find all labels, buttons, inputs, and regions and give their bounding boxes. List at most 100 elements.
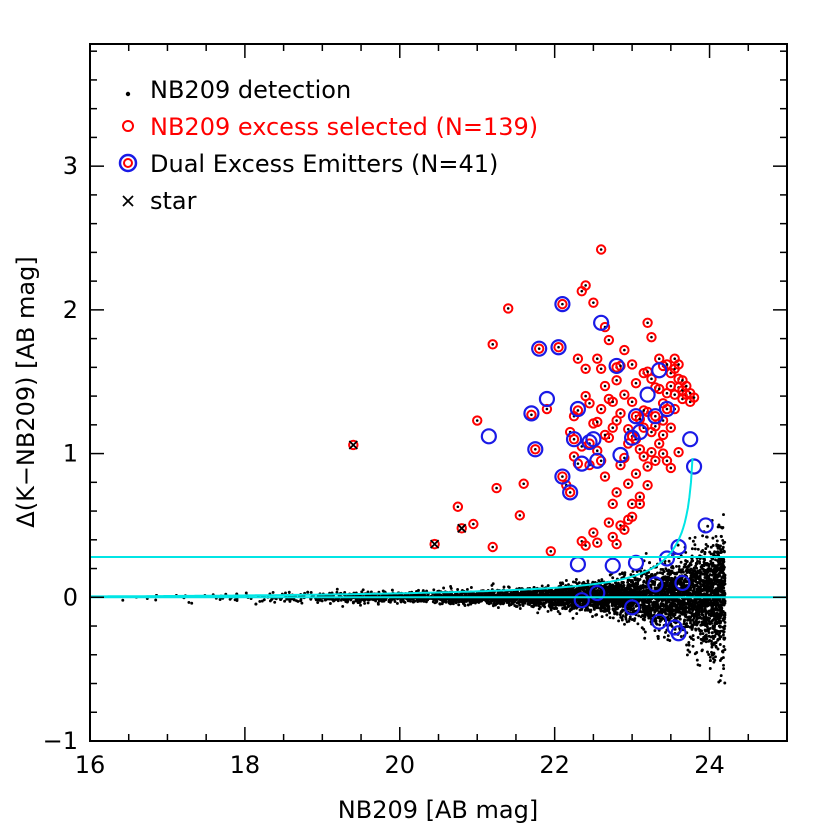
detection-point	[694, 564, 698, 568]
detection-point	[682, 619, 686, 623]
detection-point	[699, 632, 702, 636]
detection-point	[610, 603, 614, 607]
detection-point	[707, 612, 711, 616]
detection-point	[701, 602, 705, 606]
detection-point	[648, 607, 652, 611]
detection-point	[644, 591, 648, 595]
detection-point	[679, 602, 683, 606]
detection-point	[667, 598, 671, 602]
detection-point	[534, 593, 538, 597]
detection-point	[496, 606, 500, 610]
detection-point	[700, 610, 704, 614]
detection-point	[701, 632, 705, 636]
detection-point	[432, 588, 436, 592]
detection-point	[438, 602, 442, 606]
detection-point	[702, 586, 706, 590]
detection-point	[532, 601, 536, 605]
detection-point	[691, 611, 694, 615]
detection-point	[454, 601, 458, 605]
detection-point	[620, 571, 624, 575]
detection-point	[539, 592, 543, 596]
detection-point	[536, 611, 540, 615]
detection-point	[690, 567, 693, 571]
detection-point	[607, 601, 610, 605]
detection-point	[617, 598, 621, 602]
detection-point	[228, 597, 232, 601]
detection-point	[662, 605, 666, 608]
detection-point	[621, 614, 625, 618]
detection-point	[690, 559, 694, 563]
detection-point	[666, 638, 670, 642]
detection-point	[558, 581, 562, 585]
detection-point	[648, 604, 651, 607]
detection-point	[706, 544, 710, 548]
detection-point	[619, 592, 623, 596]
detection-point	[356, 601, 360, 605]
detection-point	[703, 634, 707, 638]
detection-point	[698, 568, 702, 572]
detection-point	[502, 585, 506, 589]
detection-point	[574, 605, 578, 609]
detection-point	[642, 591, 646, 595]
detection-point	[549, 589, 553, 593]
detection-point	[641, 586, 645, 590]
detection-point	[653, 602, 657, 606]
detection-point	[591, 604, 595, 608]
detection-point	[631, 608, 635, 612]
detection-point	[689, 621, 692, 625]
detection-point	[719, 674, 723, 678]
detection-point	[690, 598, 693, 602]
detection-point	[674, 598, 678, 602]
detection-point	[714, 534, 718, 538]
detection-point	[721, 650, 725, 654]
detection-point	[605, 613, 609, 617]
detection-point	[492, 602, 496, 606]
detection-point	[684, 579, 688, 583]
detection-point	[479, 599, 483, 603]
detection-point	[688, 536, 692, 540]
detection-point	[696, 547, 700, 551]
detection-point	[700, 564, 704, 568]
detection-point	[718, 571, 722, 574]
detection-point	[723, 620, 727, 624]
detection-point	[561, 607, 565, 610]
detection-point	[549, 601, 552, 605]
detection-point	[643, 584, 647, 588]
detection-point	[638, 577, 642, 581]
detection-point	[691, 609, 695, 613]
detection-point	[320, 599, 324, 603]
detection-point	[518, 603, 522, 607]
detection-point	[713, 634, 717, 638]
detection-point	[635, 590, 639, 594]
detection-point	[716, 638, 720, 642]
detection-point	[688, 650, 692, 654]
detection-point	[631, 589, 635, 593]
detection-point	[352, 600, 355, 604]
detection-point	[540, 584, 544, 588]
detection-point	[591, 615, 594, 618]
detection-point	[693, 622, 697, 626]
detection-point	[366, 601, 370, 605]
detection-point	[622, 575, 626, 579]
detection-point	[720, 584, 724, 587]
detection-point	[687, 643, 691, 647]
detection-point	[695, 566, 699, 570]
detection-point	[679, 560, 683, 564]
detection-point	[594, 605, 598, 609]
detection-point	[507, 601, 511, 604]
detection-point	[624, 613, 628, 617]
detection-point	[558, 612, 562, 616]
detection-point	[546, 584, 550, 588]
detection-point	[244, 591, 248, 595]
detection-point	[662, 635, 666, 639]
detection-point	[631, 569, 635, 573]
detection-point	[664, 630, 667, 634]
detection-point	[550, 593, 553, 597]
detection-point	[697, 589, 701, 593]
detection-point	[187, 600, 191, 604]
detection-point	[702, 562, 706, 566]
detection-point	[709, 559, 713, 563]
detection-point	[677, 565, 681, 568]
detection-point	[643, 636, 647, 640]
